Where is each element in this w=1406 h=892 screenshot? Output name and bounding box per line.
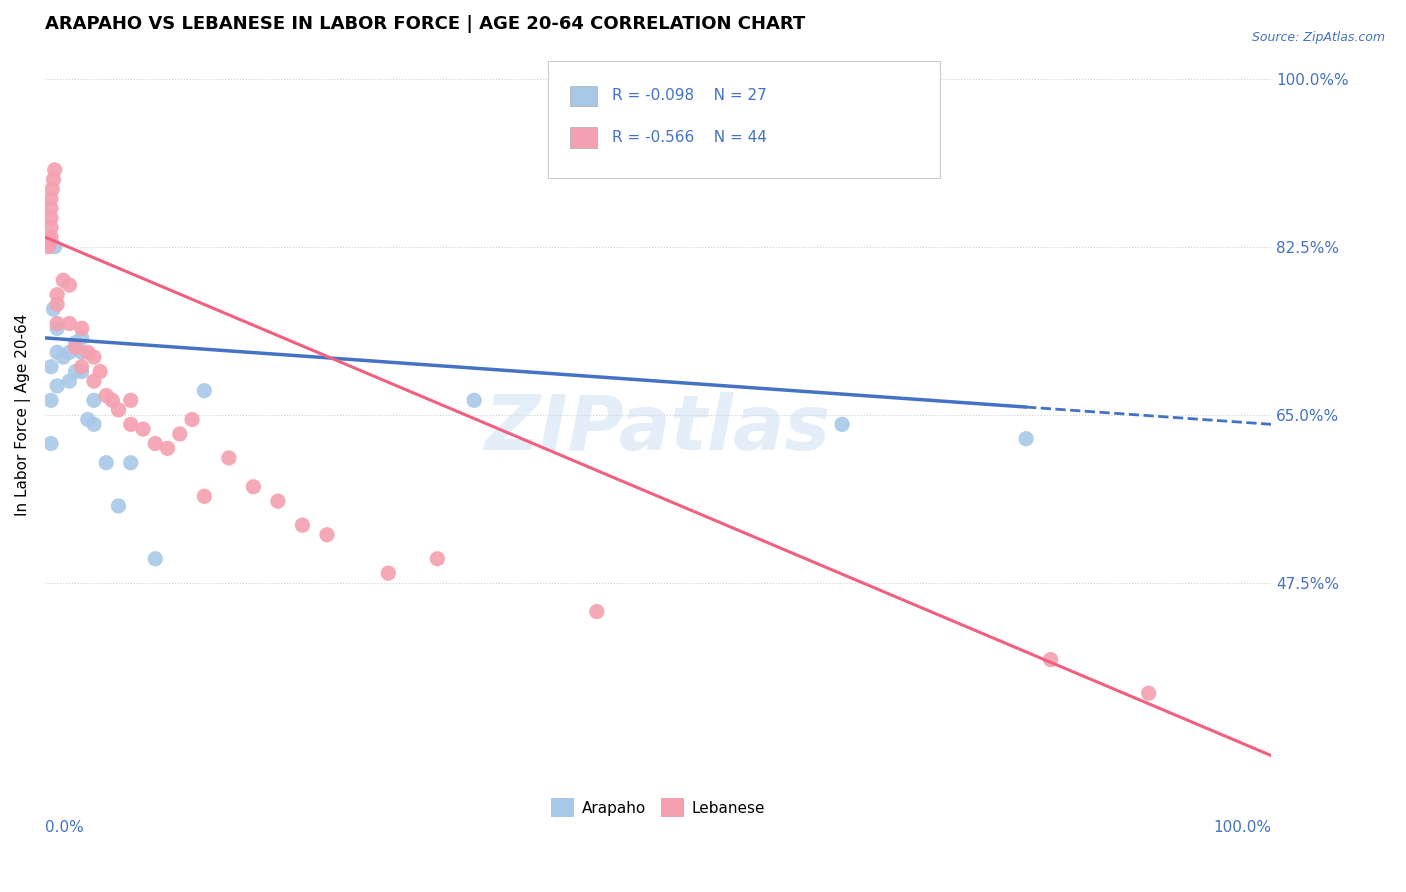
Point [44,240,66,254]
Point [143,436,166,450]
Point [242,480,264,494]
Text: 0.0%: 0.0% [45,820,83,835]
Point [76,345,98,359]
Point [65,364,87,378]
Point [218,450,240,465]
Point [83,374,105,388]
Point [156,442,179,456]
Point [41,182,63,196]
Point [46,297,69,311]
Point [70,331,93,345]
Point [70,359,93,374]
Point [58,345,80,359]
Point [96,456,118,470]
Point [89,364,111,378]
Point [39,393,62,408]
Point [101,393,124,408]
Point [70,364,93,378]
FancyBboxPatch shape [548,61,941,178]
Text: ARAPAHO VS LEBANESE IN LABOR FORCE | AGE 20-64 CORRELATION CHART: ARAPAHO VS LEBANESE IN LABOR FORCE | AGE… [45,15,806,33]
Point [83,350,105,364]
Point [585,605,607,619]
Bar [569,86,596,106]
Point [70,345,93,359]
Text: R = -0.566    N = 44: R = -0.566 N = 44 [612,130,766,145]
Point [46,317,69,331]
Point [291,518,314,533]
Point [181,412,204,426]
Point [83,417,105,432]
Point [1039,652,1062,666]
Point [426,551,449,566]
Point [58,278,80,293]
Point [65,341,87,355]
Point [39,201,62,215]
Text: R = -0.098    N = 27: R = -0.098 N = 27 [612,88,766,103]
Point [107,499,129,513]
Point [132,422,155,436]
Point [46,287,69,301]
Text: ZIPatlas: ZIPatlas [485,392,831,467]
Point [39,436,62,450]
Point [1015,432,1038,446]
Point [46,345,69,359]
Point [316,528,339,542]
Text: 100.0%: 100.0% [1213,820,1271,835]
Point [70,321,93,335]
Point [38,240,60,254]
Point [120,417,142,432]
Point [42,302,65,317]
Point [143,551,166,566]
Point [44,162,66,177]
Point [377,566,399,581]
Text: Source: ZipAtlas.com: Source: ZipAtlas.com [1251,31,1385,45]
Legend: Arapaho, Lebanese: Arapaho, Lebanese [546,792,772,823]
Point [267,494,290,508]
Point [193,384,215,398]
Point [65,335,87,350]
Point [107,403,129,417]
Point [76,412,98,426]
Point [38,235,60,249]
Point [96,388,118,402]
Point [39,192,62,206]
Point [120,393,142,408]
Point [52,273,75,287]
Point [39,211,62,225]
Point [39,230,62,244]
Point [39,220,62,235]
Point [83,393,105,408]
Point [1137,686,1160,700]
Bar [569,128,596,147]
Y-axis label: In Labor Force | Age 20-64: In Labor Force | Age 20-64 [15,314,31,516]
Point [831,417,853,432]
Point [46,321,69,335]
Point [193,489,215,503]
Point [39,359,62,374]
Point [58,374,80,388]
Point [46,379,69,393]
Point [58,317,80,331]
Point [120,456,142,470]
Point [169,426,191,441]
Point [463,393,485,408]
Point [52,350,75,364]
Point [42,172,65,186]
